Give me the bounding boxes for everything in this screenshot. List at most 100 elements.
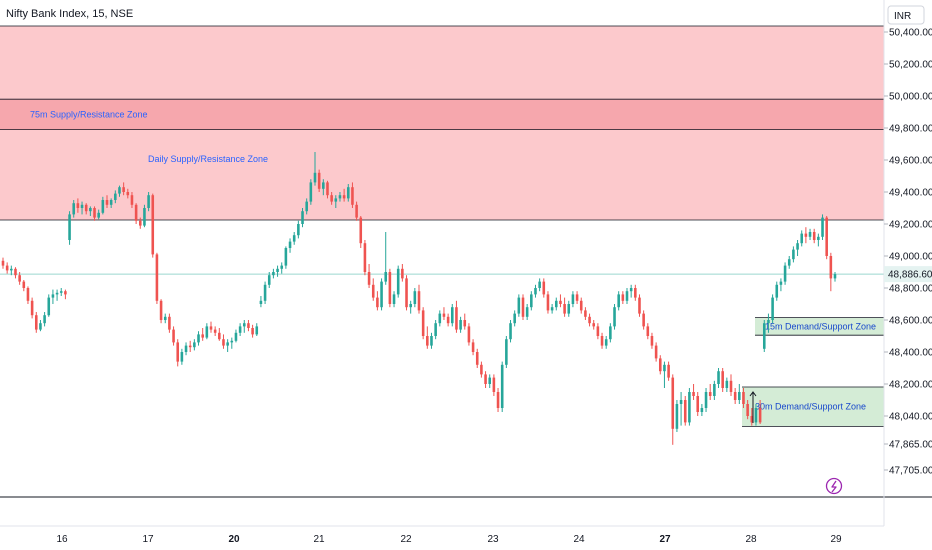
candle: [247, 320, 250, 332]
candle: [559, 294, 562, 308]
candle: [634, 284, 637, 301]
candle: [421, 307, 425, 340]
candle: [584, 307, 587, 320]
candle: [413, 288, 417, 308]
candle: [500, 361, 504, 412]
candle: [563, 297, 566, 317]
candle: [43, 312, 46, 327]
candle: [242, 320, 246, 333]
candles-layer: [1, 152, 837, 445]
currency-selector[interactable]: INR: [887, 5, 925, 25]
candle: [76, 198, 80, 213]
candle: [297, 220, 300, 239]
candle: [567, 300, 571, 317]
candle: [713, 380, 716, 400]
candle: [817, 233, 820, 247]
candle: [471, 339, 475, 356]
time-tick-label: 20: [228, 534, 240, 545]
candle: [808, 228, 812, 240]
candle: [409, 300, 412, 314]
candle: [1, 257, 5, 269]
candle: [426, 326, 429, 349]
last-price-tag: 48,886.60: [884, 266, 932, 283]
candle: [775, 281, 779, 301]
candle: [396, 265, 400, 298]
price-tick-label: 48,200.00: [889, 380, 932, 391]
candle: [272, 268, 275, 279]
candle: [783, 262, 787, 285]
candle: [193, 339, 196, 351]
candle: [692, 384, 695, 400]
candle: [184, 342, 188, 356]
candle: [675, 400, 679, 432]
candle: [118, 185, 121, 197]
candle: [446, 313, 450, 327]
price-tick-label: 48,800.00: [889, 284, 932, 295]
candle: [143, 204, 146, 228]
candle: [342, 188, 346, 202]
15m-demand-zone[interactable]: [755, 317, 884, 336]
candle: [384, 232, 388, 285]
candle: [59, 288, 63, 296]
candle: [97, 209, 100, 220]
price-axis[interactable]: 50,400.00 50,200.00 50,000.00 49,800.00 49,6…: [884, 28, 932, 477]
candle: [334, 195, 338, 208]
candle: [305, 198, 308, 215]
candle: [330, 192, 333, 205]
candle: [617, 291, 620, 311]
candle: [218, 328, 221, 341]
candle: [554, 297, 558, 311]
candle: [30, 297, 34, 319]
candle: [405, 275, 408, 311]
candle: [671, 374, 675, 445]
75m-supply-zone[interactable]: [0, 99, 884, 130]
30m-demand-zone[interactable]: [742, 387, 884, 427]
candle: [351, 182, 354, 208]
candle: [771, 294, 774, 324]
candle: [155, 252, 159, 304]
candle: [542, 278, 546, 298]
candle: [588, 313, 591, 327]
candle: [18, 272, 21, 285]
candle: [359, 216, 363, 248]
candle: [363, 240, 367, 276]
price-tick-label: 50,400.00: [889, 28, 932, 39]
candle: [317, 169, 321, 192]
candle: [138, 217, 142, 229]
candle: [792, 246, 795, 263]
time-tick-label: 16: [56, 534, 68, 545]
candle: [176, 339, 180, 367]
candle: [197, 331, 200, 346]
candle: [467, 323, 471, 346]
candle: [700, 404, 704, 416]
time-tick-label: 27: [659, 534, 671, 545]
candle: [509, 320, 512, 343]
candle: [733, 388, 737, 404]
candle: [280, 262, 284, 274]
candle: [213, 326, 217, 336]
candle: [721, 368, 724, 392]
candle: [47, 294, 51, 317]
candle: [80, 201, 84, 215]
candle: [39, 320, 42, 332]
candle: [430, 332, 433, 349]
15m-demand-zone-label: 15m Demand/Support Zone: [765, 321, 876, 331]
candle: [230, 337, 234, 349]
candle: [55, 289, 59, 301]
candle: [742, 388, 745, 408]
candle: [704, 388, 708, 412]
candle: [134, 203, 138, 224]
time-axis[interactable]: 16 17 20 21 22 23 24 27 28 29: [56, 534, 842, 545]
time-tick-label: 21: [313, 534, 325, 545]
candle: [642, 310, 645, 330]
candle: [717, 368, 720, 388]
lightning-bolt-icon[interactable]: [825, 477, 843, 495]
currency-label: INR: [894, 11, 911, 22]
candle: [725, 377, 729, 392]
candle: [222, 334, 225, 349]
candle: [592, 320, 596, 330]
candle: [596, 323, 600, 340]
candle: [367, 264, 371, 288]
candle: [14, 267, 17, 279]
